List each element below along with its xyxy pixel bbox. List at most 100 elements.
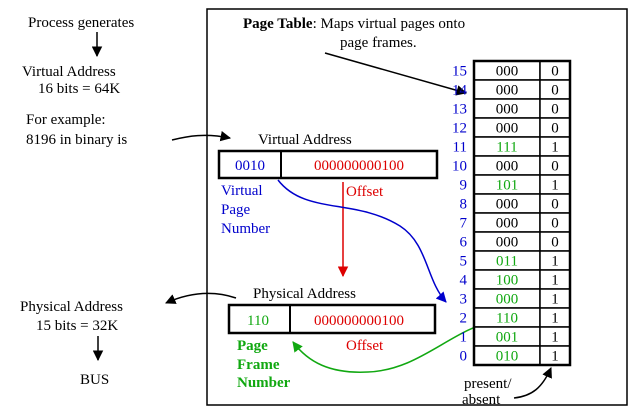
physical-offset-bits: 000000000100 xyxy=(314,313,404,329)
present-bit: 0 xyxy=(551,197,559,213)
caption-arrow xyxy=(324,52,468,96)
page-table-row: 101 1 xyxy=(473,174,571,195)
page-index: 11 xyxy=(453,140,467,156)
present-bit: 1 xyxy=(551,292,559,308)
frame-number: 000 xyxy=(496,292,519,308)
physical-frame-bits: 110 xyxy=(247,313,269,329)
physical-address-label: Physical Address xyxy=(20,299,123,315)
present-bit: 0 xyxy=(551,121,559,137)
vpn-label-2: Page xyxy=(221,202,251,218)
page-index: 14 xyxy=(452,83,468,99)
present-bit: 0 xyxy=(551,64,559,80)
physical-offset-label: Offset xyxy=(346,338,384,354)
vpn-label-1: Virtual xyxy=(221,183,263,199)
present-bit: 1 xyxy=(551,311,559,327)
page-index: 12 xyxy=(452,121,467,137)
page-table-row: 000 1 xyxy=(473,288,571,309)
page-index: 1 xyxy=(460,330,468,346)
page-index: 2 xyxy=(460,311,468,327)
page-table-row: 001 1 xyxy=(473,326,571,347)
virtual-address-label: Virtual Address xyxy=(22,64,116,80)
present-bit: 0 xyxy=(551,159,559,175)
example-arrow xyxy=(171,131,232,142)
frame-number: 000 xyxy=(496,235,519,251)
page-index: 7 xyxy=(460,216,468,232)
frame-number: 110 xyxy=(496,311,518,327)
present-bit: 0 xyxy=(551,83,559,99)
diagram-frame xyxy=(206,8,628,406)
frame-copy-arrow xyxy=(292,319,498,373)
example-label: For example: xyxy=(26,112,106,128)
pfn-label-2: Frame xyxy=(237,357,280,373)
page-index: 10 xyxy=(452,159,467,175)
page-table-row: 000 0 xyxy=(473,60,571,81)
process-label: Process generates xyxy=(28,15,134,31)
page-index: 15 xyxy=(452,64,467,80)
page-table-row: 111 1 xyxy=(473,136,571,157)
absent-label: absent xyxy=(462,392,501,408)
virtual-offset-label: Offset xyxy=(346,184,384,200)
page-index: 4 xyxy=(460,273,468,289)
page-index: 3 xyxy=(460,292,468,308)
page-index: 6 xyxy=(460,235,468,251)
page-table-row: 000 0 xyxy=(473,193,571,214)
example-value-label: 8196 in binary is xyxy=(26,132,127,148)
page-index: 5 xyxy=(460,254,468,270)
page-table-caption-line2: page frames. xyxy=(340,35,417,51)
page-table-border xyxy=(472,59,572,367)
frame-number: 011 xyxy=(496,254,518,270)
physical-address-size: 15 bits = 32K xyxy=(36,318,118,334)
frame-number: 000 xyxy=(496,83,519,99)
present-bit: 1 xyxy=(551,349,559,365)
present-bit: 1 xyxy=(551,273,559,289)
page-index: 8 xyxy=(460,197,468,213)
frame-number: 100 xyxy=(496,273,519,289)
virtual-page-bits: 0010 xyxy=(235,158,265,174)
frame-number: 101 xyxy=(496,178,519,194)
frame-number: 000 xyxy=(496,216,519,232)
page-table-row: 110 1 xyxy=(473,307,571,328)
page-table-row: 000 0 xyxy=(473,98,571,119)
virtual-address-heading: Virtual Address xyxy=(258,132,352,148)
frame-number: 111 xyxy=(496,140,517,156)
page-index: 9 xyxy=(460,178,468,194)
bus-label: BUS xyxy=(80,372,109,388)
present-label: present/ xyxy=(464,376,512,392)
page-table-caption: Page Table: Maps virtual pages onto xyxy=(243,16,465,32)
present-bit-arrow xyxy=(513,367,552,399)
page-table-row: 000 0 xyxy=(473,231,571,252)
present-bit: 1 xyxy=(551,140,559,156)
present-bit: 0 xyxy=(551,216,559,232)
page-table-row: 000 0 xyxy=(473,79,571,100)
frame-number: 000 xyxy=(496,102,519,118)
page-table-row: 000 0 xyxy=(473,117,571,138)
frame-number: 010 xyxy=(496,349,519,365)
virtual-offset-bits: 000000000100 xyxy=(314,158,404,174)
present-bit: 1 xyxy=(551,254,559,270)
present-bit: 1 xyxy=(551,178,559,194)
physical-address-box xyxy=(227,303,437,335)
page-table-row: 000 0 xyxy=(473,212,571,233)
frame-number: 000 xyxy=(496,197,519,213)
frame-number: 000 xyxy=(496,64,519,80)
physical-out-arrow xyxy=(165,292,237,304)
frame-number: 000 xyxy=(496,159,519,175)
frame-number: 001 xyxy=(496,330,519,346)
virtual-address-size: 16 bits = 64K xyxy=(38,81,120,97)
page-table-row: 000 0 xyxy=(473,155,571,176)
physical-address-heading: Physical Address xyxy=(253,286,356,302)
virtual-address-box xyxy=(217,149,439,180)
page-table-row: 100 1 xyxy=(473,269,571,290)
pfn-label-3: Number xyxy=(237,375,291,391)
page-index: 13 xyxy=(452,102,467,118)
present-bit: 1 xyxy=(551,330,559,346)
present-bit: 0 xyxy=(551,102,559,118)
page-table-row: 011 1 xyxy=(473,250,571,271)
present-bit: 0 xyxy=(551,235,559,251)
pfn-label-1: Page xyxy=(237,338,268,354)
vpn-index-arrow xyxy=(277,179,447,303)
page-index: 0 xyxy=(460,349,468,365)
